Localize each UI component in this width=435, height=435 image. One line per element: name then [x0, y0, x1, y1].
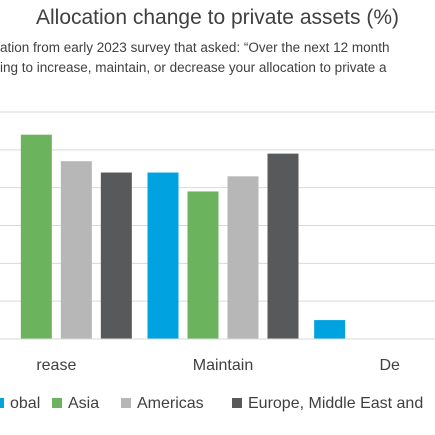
- bar: [267, 153, 299, 339]
- bar: [20, 134, 52, 339]
- x-tick-label: Maintain: [193, 357, 253, 374]
- legend-label-global: obal: [10, 395, 41, 412]
- legend-swatch-emea: [232, 398, 242, 408]
- chart-title: Allocation change to private assets (%): [35, 6, 400, 29]
- bar: [147, 172, 179, 339]
- bar: [100, 172, 132, 339]
- bar: [60, 161, 92, 339]
- bar: [314, 320, 346, 339]
- legend-label-asia: Asia: [68, 395, 100, 412]
- x-tick-label: rease: [36, 357, 76, 374]
- legend-item-emea: Europe, Middle East and: [232, 395, 423, 413]
- bar: [227, 176, 259, 339]
- legend-label-emea: Europe, Middle East and: [248, 395, 424, 412]
- chart-legend: obal Asia Americas Europe, Middle East a…: [0, 393, 435, 417]
- bar-chart-plot: rease Maintain De: [0, 111, 435, 374]
- x-tick-label: De: [379, 357, 400, 374]
- legend-swatch-global: [0, 398, 4, 408]
- bar: [187, 191, 219, 339]
- legend-swatch-asia: [52, 398, 62, 408]
- legend-item-asia: Asia: [52, 395, 99, 413]
- chart-subtitle-line-1: ation from early 2023 survey that asked:…: [0, 40, 390, 55]
- legend-item-americas: Americas: [121, 395, 204, 413]
- legend-item-global: obal: [0, 395, 40, 413]
- legend-label-americas: Americas: [137, 395, 204, 412]
- legend-swatch-americas: [121, 398, 131, 408]
- chart-subtitle-line-2: ing to increase, maintain, or decrease y…: [0, 60, 387, 75]
